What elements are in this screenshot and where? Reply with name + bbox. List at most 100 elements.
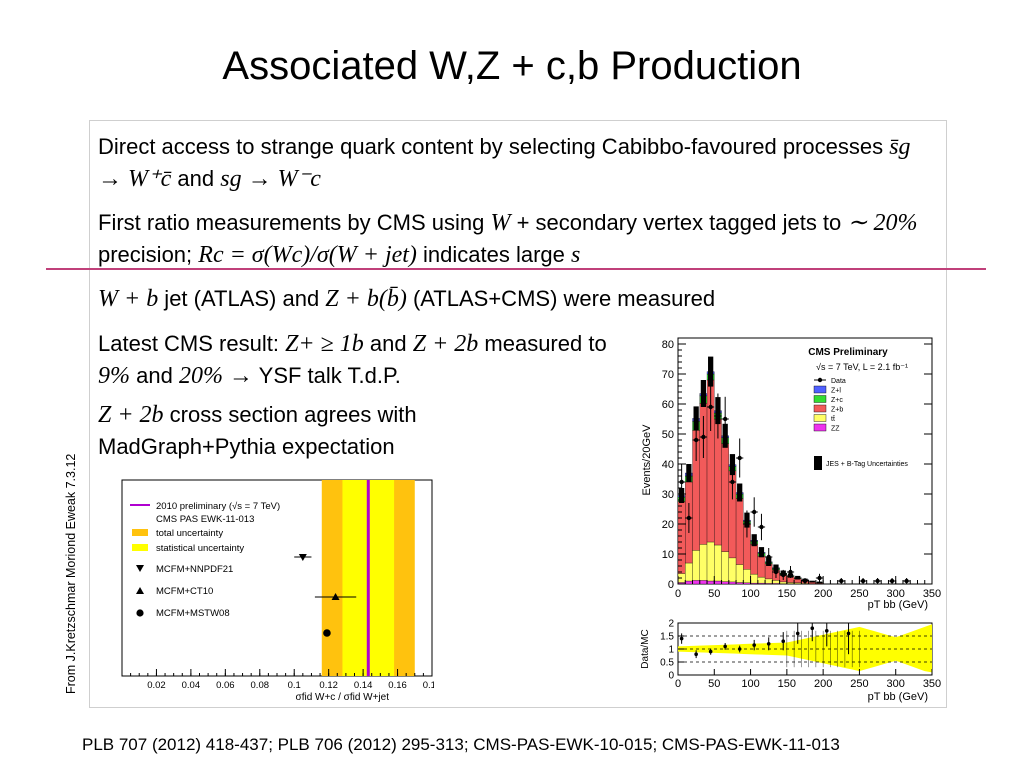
paragraph-text: Latest CMS result:: [98, 331, 286, 356]
data-point: [773, 569, 779, 575]
paragraph-cabibbo: Direct access to strange quark content b…: [98, 131, 938, 195]
content-box: [89, 120, 947, 708]
legend-ct10-label: MCFM+CT10: [156, 586, 213, 597]
divider-line: [46, 268, 986, 270]
data-point: [781, 572, 786, 578]
ratio-x-tick-label: 150: [778, 678, 796, 690]
paragraph-text: cross section agrees with MadGraph+Pythi…: [98, 402, 417, 459]
math-expression: W: [490, 210, 511, 236]
ratio-point: [737, 647, 742, 651]
stack-bar-zz: [692, 580, 700, 585]
data-point: [693, 437, 699, 443]
legend-label: Z+b: [831, 407, 843, 414]
uncertainty-box: [816, 581, 823, 584]
math-expression: Z+ ≥ 1b: [285, 331, 364, 357]
ptbb-xlabel: pT bb (GeV): [868, 599, 928, 611]
ratio-x-tick-label: 0: [675, 678, 681, 690]
stack-bar-tt: [786, 582, 795, 584]
x-tick-label: 250: [850, 588, 868, 600]
stack-bar-tt: [728, 557, 737, 583]
stack-bar-zb: [757, 555, 766, 578]
ratio-x-tick-label: 350: [923, 678, 941, 690]
uncertainty-legend-label: JES + B-Tag Uncertainties: [826, 461, 908, 468]
stack-bar-zz: [735, 582, 744, 585]
uncertainty-box: [700, 380, 707, 407]
data-point: [817, 575, 822, 581]
ratio-tick-label: 0.12: [319, 680, 338, 691]
x-tick-label: 350: [923, 588, 941, 600]
paragraph-text: precision;: [98, 242, 199, 267]
legend-label: Z+l: [831, 388, 841, 395]
legend-mstw-label: MCFM+MSTW08: [156, 608, 230, 619]
stack-bar-tt: [735, 564, 744, 583]
uncertainty-box: [758, 547, 765, 558]
data-point: [904, 578, 909, 584]
prediction-marker-nnpdf: [298, 554, 307, 561]
ratio-y-tick-label: 0.5: [660, 658, 674, 669]
data-point: [766, 554, 771, 560]
ratio-tick-label: 0.18: [423, 680, 434, 691]
uncertainty-box: [751, 534, 757, 547]
x-tick-label: 0: [675, 588, 681, 600]
legend-data-marker: [817, 377, 823, 383]
ratio-y-tick-label: 2: [668, 619, 674, 630]
ratio-tick-label: 0.04: [182, 680, 201, 691]
paragraph-text: jet (ATLAS) and: [158, 286, 326, 311]
ratio-tick-label: 0.16: [388, 680, 407, 691]
ratio-point: [694, 652, 698, 656]
paragraph-z2b-cross-section: Z + 2b cross section agrees with MadGrap…: [98, 399, 518, 462]
ptbb-ylabel: Events/20GeV: [641, 424, 653, 496]
stack-bar-tt: [750, 573, 758, 584]
paragraph-text: (ATLAS+CMS) were measured: [406, 286, 716, 311]
paragraph-text: indicates large: [416, 242, 572, 267]
math-expression: Z + b(b̄): [325, 286, 407, 312]
ratio-y-tick-label: 0: [668, 671, 674, 682]
ratio-point: [766, 642, 771, 646]
stack-bar-tt: [685, 562, 693, 582]
data-point: [875, 578, 880, 584]
paragraph-cms-ratio: First ratio measurements by CMS using W …: [98, 207, 938, 271]
uncertainty-legend-box: [814, 456, 822, 470]
y-tick-label: 10: [662, 549, 674, 561]
stack-bar-zz: [743, 582, 751, 585]
ratio-panel-xlabel: pT bb (GeV): [868, 691, 928, 703]
y-tick-label: 20: [662, 519, 674, 531]
legend-pas-label: CMS PAS EWK-11-013: [156, 514, 254, 525]
legend-swatch: [813, 423, 827, 432]
data-point: [701, 434, 706, 440]
legend-label: ZZ: [831, 426, 840, 433]
ratio-uncertainty-band: [678, 624, 932, 673]
prediction-marker-mstw: [323, 629, 331, 637]
slide-title: Associated W,Z + c,b Production: [222, 44, 802, 88]
ratio-point: [752, 643, 756, 647]
stack-bar-tt: [714, 544, 722, 582]
ratio-x-tick-label: 50: [708, 678, 720, 690]
ratio-point: [708, 649, 713, 654]
y-tick-label: 40: [662, 459, 674, 471]
paragraph-text: and: [171, 166, 221, 191]
math-expression: 9%: [98, 363, 130, 389]
paragraph-text: First ratio measurements by CMS using: [98, 210, 491, 235]
paragraph-latest-cms: Latest CMS result: Z+ ≥ 1b and Z + 2b me…: [98, 328, 618, 392]
y-tick-label: 80: [662, 339, 674, 351]
stack-bar-zz: [728, 581, 737, 585]
math-expression: Z + 2b: [412, 331, 479, 357]
ratio-point: [846, 631, 851, 636]
y-tick-label: 0: [668, 579, 674, 591]
data-point: [708, 404, 713, 410]
legend-swatch: [813, 404, 827, 413]
ratio-point: [723, 644, 727, 649]
paragraph-wb-zb: W + b jet (ATLAS) and Z + b(b̄) (ATLAS+C…: [98, 283, 938, 315]
paragraph-text: + secondary vertex tagged jets to: [510, 210, 848, 235]
data-mc-ylabel: Data/MC: [640, 629, 651, 668]
stack-bar-zz: [685, 580, 693, 585]
ratio-xlabel: σfid W+c / σfid W+jet: [296, 692, 390, 703]
legend-stat-label: statistical uncertainty: [156, 543, 244, 554]
y-tick-label: 70: [662, 369, 674, 381]
stack-bar-zb: [735, 498, 744, 565]
data-point: [759, 524, 764, 530]
stack-bar-zz: [714, 580, 722, 585]
math-expression: s: [571, 242, 581, 268]
legend-nnpdf-label: MCFM+NNPDF21: [156, 564, 233, 575]
